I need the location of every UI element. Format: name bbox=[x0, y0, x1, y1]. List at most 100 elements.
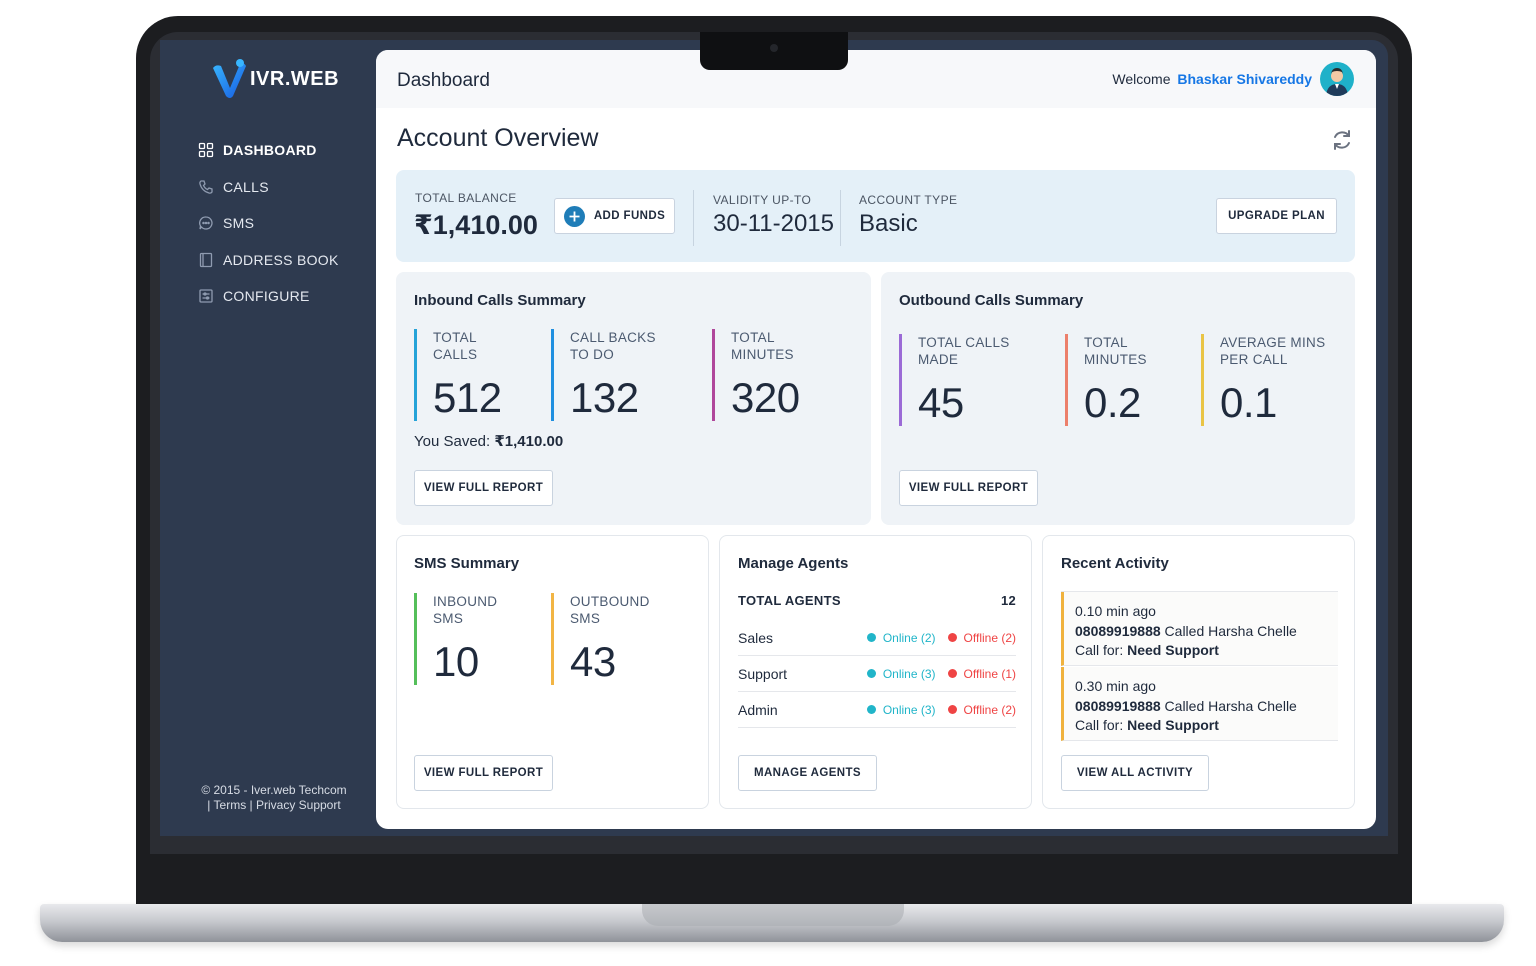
card-title: Outbound Calls Summary bbox=[899, 292, 1084, 309]
sidebar-item-dashboard[interactable]: DASHBOARD bbox=[198, 132, 339, 169]
top-bar: Dashboard Welcome Bhaskar Shivareddy bbox=[376, 50, 1376, 108]
stat-label: MADE bbox=[918, 352, 959, 367]
divider bbox=[1061, 591, 1338, 592]
online-dot-icon bbox=[866, 705, 876, 714]
card-title: Recent Activity bbox=[1061, 555, 1169, 572]
activity-text: Called Harsha Chelle bbox=[1164, 697, 1297, 714]
stat-outbound-minutes: TOTAL MINUTES 0.2 bbox=[1065, 334, 1147, 426]
offline-status: Offline (2) bbox=[947, 631, 1016, 645]
stat-label: MINUTES bbox=[731, 347, 794, 362]
page-title: Dashboard bbox=[397, 70, 490, 91]
offline-status: Offline (1) bbox=[947, 667, 1016, 681]
offline-dot-icon bbox=[947, 669, 957, 678]
outbound-calls-card: Outbound Calls Summary TOTAL CALLS MADE … bbox=[881, 272, 1355, 525]
sidebar-item-configure[interactable]: CONFIGURE bbox=[198, 278, 339, 315]
view-all-activity-button[interactable]: VIEW ALL ACTIVITY bbox=[1061, 755, 1209, 791]
stat-label: INBOUND bbox=[433, 594, 498, 609]
agent-role: Sales bbox=[738, 629, 774, 646]
outbound-view-report-button[interactable]: VIEW FULL REPORT bbox=[899, 470, 1038, 506]
upgrade-plan-button[interactable]: UPGRADE PLAN bbox=[1216, 198, 1337, 234]
activity-purpose: Call for: Need Support bbox=[1075, 641, 1338, 661]
stat-label: TO DO bbox=[570, 347, 615, 362]
sidebar-item-label: CONFIGURE bbox=[223, 288, 310, 305]
inbound-view-report-button[interactable]: VIEW FULL REPORT bbox=[414, 470, 553, 506]
validity-label: VALIDITY UP-TO bbox=[713, 193, 812, 207]
stat-value: 320 bbox=[731, 374, 800, 421]
online-count: Online (3) bbox=[882, 702, 936, 717]
total-balance-value: ₹1,410.00 bbox=[414, 210, 538, 240]
section-title: Account Overview bbox=[397, 124, 599, 152]
activity-call: 08089919888 Called Harsha Chelle bbox=[1075, 622, 1338, 642]
sidebar-item-sms[interactable]: SMS bbox=[198, 205, 339, 242]
brand-logo[interactable]: IVR.WEB bbox=[210, 58, 339, 100]
sidebar: IVR.WEB DASHBOARD CALLS SMS ADDRESS BOOK… bbox=[160, 40, 376, 836]
activity-purpose: Call for: Need Support bbox=[1075, 716, 1338, 736]
you-saved-value: ₹1,410.00 bbox=[494, 433, 564, 450]
online-dot-icon bbox=[866, 633, 876, 642]
welcome-label: Welcome bbox=[1112, 71, 1171, 87]
stat-label: MINUTES bbox=[1084, 352, 1147, 367]
refresh-icon[interactable] bbox=[1330, 128, 1354, 152]
user-name[interactable]: Bhaskar Shivareddy bbox=[1177, 71, 1312, 87]
account-type-label: ACCOUNT TYPE bbox=[859, 193, 958, 207]
plus-circle-icon bbox=[563, 205, 585, 227]
divider bbox=[693, 190, 694, 246]
online-dot-icon bbox=[866, 669, 876, 678]
stat-label: CALLS bbox=[433, 347, 478, 362]
activity-time: 0.10 min ago bbox=[1075, 603, 1156, 619]
sidebar-footer: © 2015 - Iver.web Techcom | Terms | Priv… bbox=[194, 783, 354, 813]
call-for-value: Need Support bbox=[1127, 717, 1219, 733]
activity-number: 08089919888 bbox=[1075, 622, 1161, 639]
activity-text: Called Harsha Chelle bbox=[1164, 622, 1297, 639]
agent-role: Admin bbox=[738, 701, 778, 718]
stat-total-calls-made: TOTAL CALLS MADE 45 bbox=[899, 334, 1010, 426]
activity-time: 0.30 min ago bbox=[1075, 678, 1156, 694]
sidebar-item-address-book[interactable]: ADDRESS BOOK bbox=[198, 242, 339, 279]
stat-total-minutes: TOTAL MINUTES 320 bbox=[712, 329, 800, 421]
offline-dot-icon bbox=[947, 633, 957, 642]
stat-average-mins: AVERAGE MINS PER CALL 0.1 bbox=[1201, 334, 1325, 426]
online-status: Online (3) bbox=[866, 702, 936, 717]
activity-item[interactable]: 0.30 min ago 08089919888 Called Harsha C… bbox=[1061, 667, 1338, 741]
you-saved-label: You Saved: bbox=[414, 433, 491, 450]
total-agents-value: 12 bbox=[1000, 593, 1016, 608]
offline-status: Offline (2) bbox=[947, 703, 1016, 717]
laptop-base-groove bbox=[642, 904, 904, 926]
stat-label: TOTAL bbox=[433, 330, 477, 345]
add-funds-button[interactable]: ADD FUNDS bbox=[554, 198, 675, 234]
camera-icon bbox=[770, 44, 778, 52]
avatar[interactable] bbox=[1320, 62, 1354, 96]
call-for-value: Need Support bbox=[1127, 642, 1219, 658]
sms-view-report-button[interactable]: VIEW FULL REPORT bbox=[414, 755, 553, 791]
call-for-label: Call for: bbox=[1075, 717, 1124, 733]
sidebar-item-calls[interactable]: CALLS bbox=[198, 169, 339, 206]
activity-item[interactable]: 0.10 min ago 08089919888 Called Harsha C… bbox=[1061, 592, 1338, 666]
manage-agents-button[interactable]: MANAGE AGENTS bbox=[738, 755, 877, 791]
activity-number: 08089919888 bbox=[1075, 697, 1161, 714]
online-status: Online (2) bbox=[866, 631, 936, 645]
manage-agents-card: Manage Agents TOTAL AGENTS 12 Sales Onli… bbox=[719, 535, 1032, 809]
stat-value: 45 bbox=[918, 379, 964, 426]
main-panel: Dashboard Welcome Bhaskar Shivareddy Acc… bbox=[376, 50, 1376, 829]
agent-row-sales[interactable]: Sales Online (2) Offline (2) bbox=[738, 620, 1016, 656]
settings-icon bbox=[199, 289, 213, 303]
sidebar-nav: DASHBOARD CALLS SMS ADDRESS BOOK CONFIGU… bbox=[198, 132, 339, 315]
footer-links[interactable]: | Terms | Privacy Support bbox=[207, 798, 341, 812]
welcome-message: Welcome Bhaskar Shivareddy bbox=[1112, 71, 1312, 87]
stat-value: 0.1 bbox=[1220, 379, 1277, 426]
chat-icon bbox=[199, 216, 213, 230]
sidebar-item-label: SMS bbox=[223, 215, 255, 232]
add-funds-label: ADD FUNDS bbox=[593, 210, 666, 222]
stat-label: OUTBOUND bbox=[570, 594, 650, 609]
online-status: Online (3) bbox=[866, 667, 936, 681]
stat-label: TOTAL bbox=[1084, 335, 1128, 350]
agent-role: Support bbox=[738, 665, 788, 682]
card-title: Inbound Calls Summary bbox=[414, 292, 586, 309]
agent-row-admin[interactable]: Admin Online (3) Offline (2) bbox=[738, 692, 1016, 728]
stat-label: SMS bbox=[570, 611, 601, 626]
agent-row-support[interactable]: Support Online (3) Offline (1) bbox=[738, 656, 1016, 692]
stat-label: AVERAGE MINS bbox=[1220, 335, 1326, 350]
stat-total-calls: TOTAL CALLS 512 bbox=[414, 329, 502, 421]
stat-value: 0.2 bbox=[1084, 379, 1141, 426]
stat-label: SMS bbox=[433, 611, 464, 626]
